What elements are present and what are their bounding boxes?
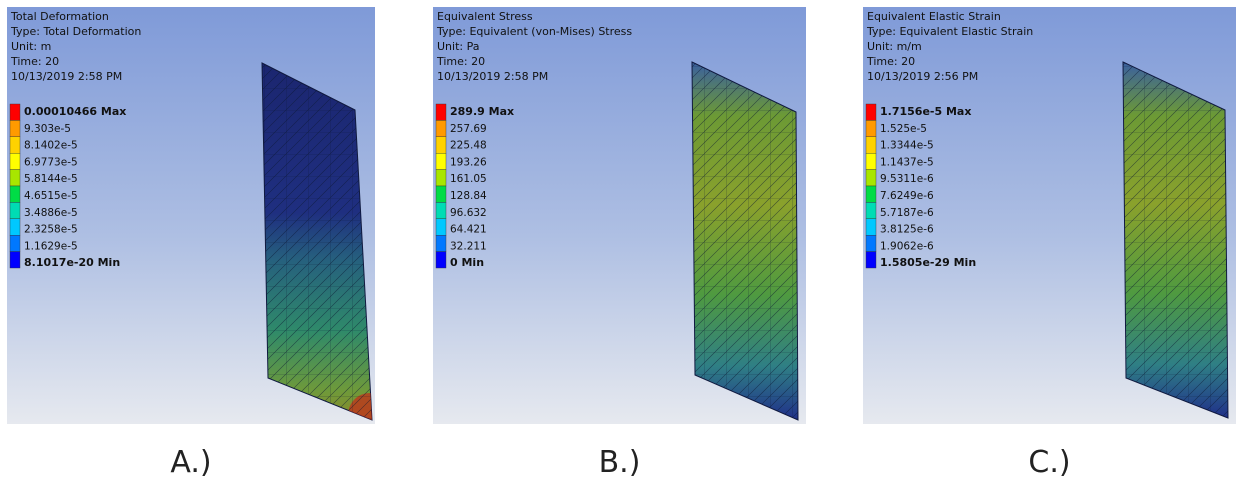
legend-label: 5.7187e-6 [880, 207, 934, 219]
legend-label: 289.9 Max [450, 105, 514, 118]
legend-swatch [10, 202, 20, 218]
legend-swatch [866, 219, 876, 235]
legend-label: 1.1437e-5 [880, 156, 934, 168]
legend-label: 64.421 [450, 224, 487, 236]
legend-swatch [436, 120, 446, 136]
legend-swatch [10, 170, 20, 186]
page: Total Deformation Type: Total Deformation… [0, 0, 1239, 481]
result-panel: Equivalent Elastic Strain Type: Equivalen… [863, 7, 1238, 480]
header-line: Time: 20 [436, 55, 485, 68]
legend-label: 1.9062e-6 [880, 240, 934, 252]
legend-swatch [436, 170, 446, 186]
legend-swatch [866, 120, 876, 136]
legend-label: 8.1017e-20 Min [24, 256, 120, 269]
legend-label: 7.6249e-6 [880, 190, 934, 202]
legend-label: 2.3258e-5 [24, 224, 78, 236]
caption: B.) [599, 445, 641, 480]
caption: A.) [170, 445, 211, 480]
legend-label: 0.00010466 Max [24, 105, 126, 118]
legend-swatch [866, 202, 876, 218]
legend-swatch [10, 104, 20, 120]
mesh [687, 55, 807, 425]
legend-swatch [436, 235, 446, 251]
legend-swatch [866, 186, 876, 202]
header-line: Unit: Pa [437, 40, 479, 53]
legend-swatch [436, 202, 446, 218]
legend-label: 1.1629e-5 [24, 240, 78, 252]
header-line: 10/13/2019 2:56 PM [867, 70, 978, 83]
legend-label: 225.48 [450, 140, 487, 152]
legend-swatch [436, 186, 446, 202]
header-line: Type: Equivalent Elastic Strain [866, 25, 1033, 38]
legend-label: 0 Min [450, 256, 484, 269]
legend-label: 128.84 [450, 190, 487, 202]
header-line: Unit: m [11, 40, 51, 53]
header-line: Time: 20 [10, 55, 59, 68]
legend-label: 1.525e-5 [880, 123, 927, 135]
legend-label: 193.26 [450, 156, 487, 168]
legend-label: 1.5805e-29 Min [880, 256, 976, 269]
legend-swatch [10, 120, 20, 136]
legend-swatch [436, 153, 446, 169]
legend-label: 3.4886e-5 [24, 207, 78, 219]
legend-label: 8.1402e-5 [24, 140, 78, 152]
legend-swatch [436, 219, 446, 235]
figure: Total Deformation Type: Total Deformation… [0, 0, 1239, 481]
header-line: Total Deformation [10, 10, 109, 23]
legend-swatch [10, 235, 20, 251]
legend-label: 5.8144e-5 [24, 173, 78, 185]
legend-swatch [436, 137, 446, 153]
caption: C.) [1028, 445, 1070, 480]
result-panel: Equivalent Stress Type: Equivalent (von-M… [433, 7, 807, 480]
legend-label: 1.3344e-5 [880, 140, 934, 152]
legend-swatch [866, 235, 876, 251]
header-line: 10/13/2019 2:58 PM [11, 70, 122, 83]
legend-label: 6.9773e-5 [24, 156, 78, 168]
header-line: Unit: m/m [867, 40, 922, 53]
legend-label: 9.5311e-6 [880, 173, 934, 185]
legend-swatch [10, 219, 20, 235]
header-line: Equivalent Stress [437, 10, 533, 23]
header-line: Equivalent Elastic Strain [867, 10, 1001, 23]
legend-swatch [866, 170, 876, 186]
result-panel: Total Deformation Type: Total Deformation… [7, 7, 392, 480]
legend-label: 1.7156e-5 Max [880, 105, 971, 118]
legend-label: 96.632 [450, 207, 487, 219]
legend-swatch [10, 137, 20, 153]
legend-swatch [866, 104, 876, 120]
header-line: 10/13/2019 2:58 PM [437, 70, 548, 83]
legend-label: 9.303e-5 [24, 123, 71, 135]
legend-swatch [866, 137, 876, 153]
legend-label: 161.05 [450, 173, 487, 185]
header-line: Type: Total Deformation [10, 25, 141, 38]
legend-swatch [436, 104, 446, 120]
legend-swatch [866, 252, 876, 268]
header-line: Type: Equivalent (von-Mises) Stress [436, 25, 632, 38]
legend-swatch [10, 252, 20, 268]
legend-swatch [10, 186, 20, 202]
legend-label: 4.6515e-5 [24, 190, 78, 202]
legend-label: 257.69 [450, 123, 487, 135]
legend-label: 32.211 [450, 240, 487, 252]
legend-swatch [436, 252, 446, 268]
legend-swatch [866, 153, 876, 169]
header-line: Time: 20 [866, 55, 915, 68]
legend-swatch [10, 153, 20, 169]
legend-label: 3.8125e-6 [880, 224, 934, 236]
mesh [1118, 55, 1238, 425]
